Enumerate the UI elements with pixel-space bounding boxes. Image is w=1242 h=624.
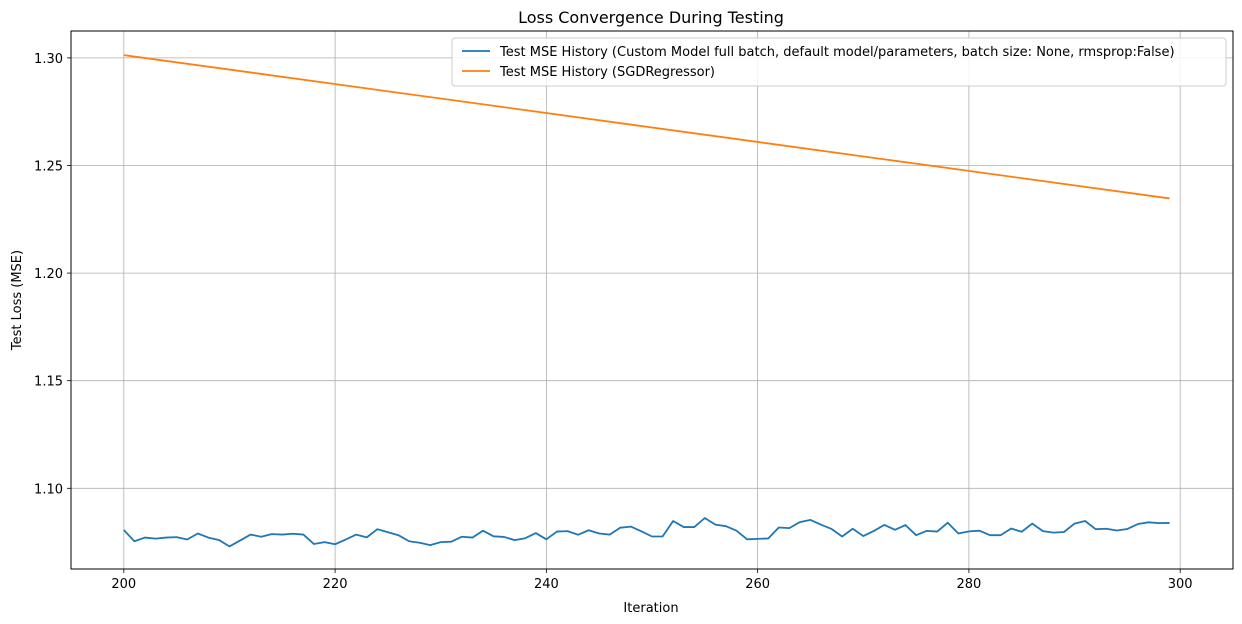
x-tick-label: 280 <box>956 577 981 592</box>
ticks: 200 220 240 260 280 300 1.10 1.15 1.20 1.25 1.30 <box>34 52 1193 592</box>
x-axis-title: Iteration <box>623 601 678 616</box>
x-tick-label: 220 <box>323 577 348 592</box>
legend-label-2: Test MSE History (SGDRegressor) <box>499 65 715 80</box>
y-tick-label: 1.20 <box>34 267 63 282</box>
series-layer <box>123 54 1170 548</box>
y-tick-label: 1.15 <box>34 375 63 390</box>
chart-title: Loss Convergence During Testing <box>518 8 784 27</box>
series-line-1 <box>123 517 1170 548</box>
y-tick-label: 1.10 <box>34 482 63 497</box>
legend-label-1: Test MSE History (Custom Model full batc… <box>499 45 1175 60</box>
x-tick-label: 200 <box>111 577 136 592</box>
series-line-2 <box>123 54 1170 200</box>
y-tick-label: 1.30 <box>34 52 63 67</box>
x-tick-label: 240 <box>534 577 559 592</box>
plot-frame <box>70 30 1234 570</box>
grid <box>71 31 1233 569</box>
y-axis-title: Test Loss (MSE) <box>10 250 25 351</box>
y-tick-label: 1.25 <box>34 160 63 175</box>
legend-box <box>451 37 1227 87</box>
legend: Test MSE History (Custom Model full batc… <box>451 37 1227 87</box>
x-tick-label: 260 <box>745 577 770 592</box>
x-tick-label: 300 <box>1168 577 1193 592</box>
